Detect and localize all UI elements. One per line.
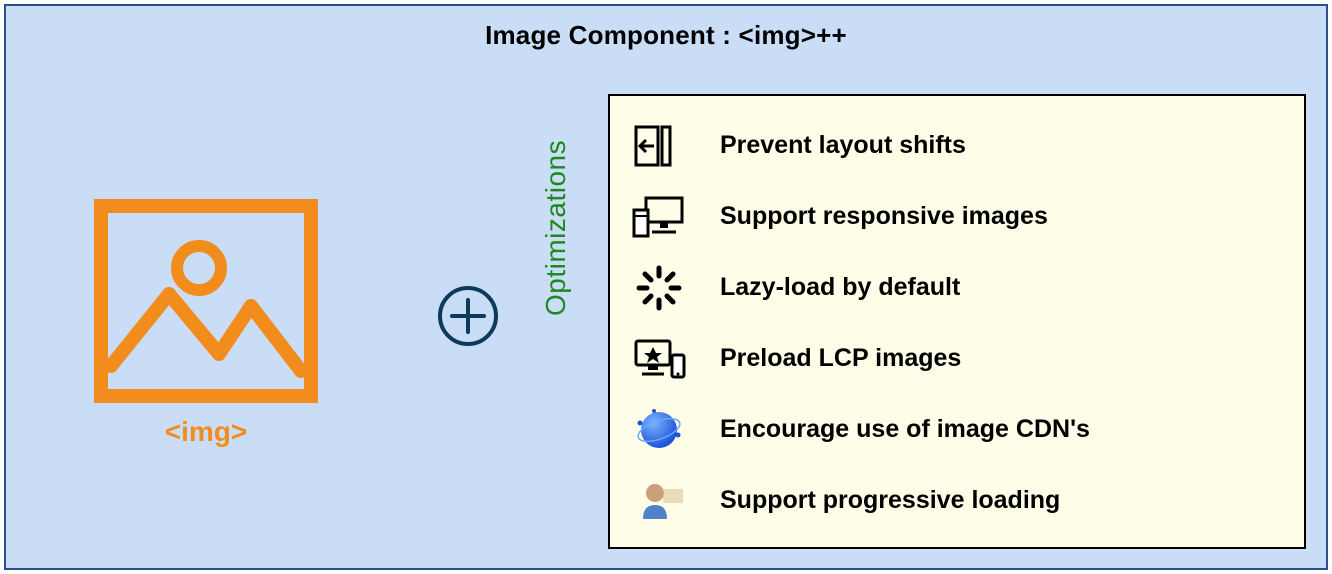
optimization-text: Support progressive loading bbox=[720, 486, 1060, 515]
optimization-item: Support progressive loading bbox=[630, 465, 1284, 536]
preload-icon bbox=[630, 330, 688, 388]
optimization-item: Prevent layout shifts bbox=[630, 110, 1284, 181]
optimization-text: Support responsive images bbox=[720, 202, 1048, 231]
cdn-globe-icon bbox=[630, 401, 688, 459]
optimization-text: Encourage use of image CDN's bbox=[720, 415, 1090, 444]
image-icon bbox=[91, 196, 321, 406]
optimization-item: Support responsive images bbox=[630, 181, 1284, 252]
optimization-text: Lazy-load by default bbox=[720, 273, 960, 302]
optimization-item: Lazy-load by default bbox=[630, 252, 1284, 323]
optimizations-box: Prevent layout shifts Support responsive… bbox=[608, 94, 1306, 549]
diagram-panel: Image Component : <img>++ <img> Optimiza… bbox=[4, 4, 1328, 570]
plus-icon bbox=[436, 284, 500, 348]
optimization-text: Prevent layout shifts bbox=[720, 131, 966, 160]
diagram-title: Image Component : <img>++ bbox=[6, 20, 1326, 51]
optimization-item: Preload LCP images bbox=[630, 323, 1284, 394]
responsive-icon bbox=[630, 188, 688, 246]
lazy-load-icon bbox=[630, 259, 688, 317]
image-element-block: <img> bbox=[91, 196, 321, 448]
layout-shift-icon bbox=[630, 117, 688, 175]
optimizations-label: Optimizations bbox=[540, 140, 572, 316]
optimization-text: Preload LCP images bbox=[720, 344, 961, 373]
optimization-item: Encourage use of image CDN's bbox=[630, 394, 1284, 465]
image-element-label: <img> bbox=[91, 416, 321, 448]
progressive-icon bbox=[630, 472, 688, 530]
